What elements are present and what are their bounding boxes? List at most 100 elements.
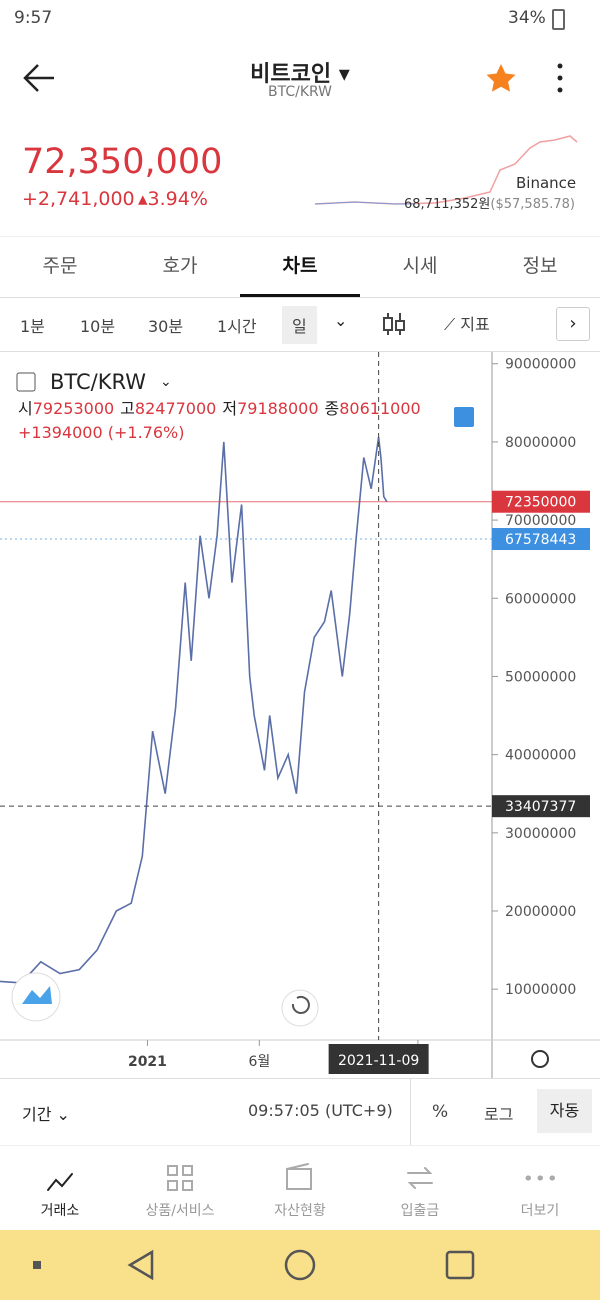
pct-text: 3.94% [147,188,208,210]
nav-glyph [286,1163,312,1190]
ref-krw: 68,711,352원 [404,197,491,212]
nav-glyph [47,1173,73,1191]
battery-icon [552,9,565,30]
nav-icon[interactable] [522,1160,558,1196]
price-chart: 10000000 20000000 30000000 40000000 50000000… [0,352,600,1078]
interval-option[interactable]: 일 [282,306,317,344]
ohlc-legend: 시79253000 고82477000 저79188000 종80611000 [18,399,421,418]
current-price: 72,350,000 [22,142,223,182]
indicator-text: 지표 [460,315,490,334]
price-change-pct: ▴3.94% [138,188,208,210]
price-label-bg [492,528,590,551]
more-menu[interactable] [550,62,570,94]
y-tick-label: 30000000 [505,826,576,842]
reference-price: 68,711,352원($57,585.78) [404,193,575,212]
tab-bar: 주문 호가 차트 시세 정보 [0,236,600,298]
back-button[interactable] [22,62,58,94]
system-nav [0,1230,600,1300]
nav-icon[interactable] [282,1160,318,1196]
x-tick-label: 2021 [128,1054,167,1070]
candle-type-icon[interactable] [380,309,408,339]
ohlc-value: 79253000 [33,399,114,418]
replay-icon[interactable] [454,407,474,427]
crosshair-y-bg [492,795,590,818]
bottom-nav: 거래소 상품/서비스 자산현황 입출금 더보기 [0,1145,600,1231]
y-tick-label: 80000000 [505,435,576,451]
interval-option[interactable]: 10분 [80,317,116,336]
price-label: 67578443 [505,532,576,548]
chart-bottom-bar: 기간 ⌄ 09:57:05 (UTC+9) % 로그 자동 [0,1078,600,1145]
tab[interactable]: 시세 [402,255,438,277]
reset-button[interactable] [281,989,319,1027]
interval-dropdown[interactable]: ⌄ [334,311,348,330]
divider [410,1079,411,1145]
ohlc-label: 시 [18,399,33,418]
nav-label[interactable]: 상품/서비스 [145,1203,215,1219]
nav-glyph [167,1165,193,1191]
settings-button[interactable] [531,1050,549,1068]
crosshair-x-label: 2021-11-09 [338,1053,419,1069]
favorite-star[interactable] [484,62,518,94]
reset-icon [291,995,310,1014]
logo-mark [22,986,52,1004]
ohlc-value: 80611000 [339,399,420,418]
add-symbol-icon[interactable] [16,372,36,392]
indicator-button[interactable]: ⟋ 지표 [444,315,490,334]
nav-icon[interactable] [402,1160,438,1196]
system-nav-icons [33,1249,475,1281]
tab[interactable]: 주문 [42,255,78,277]
nav-label[interactable]: 입출금 [400,1203,440,1219]
exchange-name: Binance [516,174,577,192]
log-toggle[interactable]: 로그 [484,1105,514,1124]
interval-bar: 1분 10분 30분 1시간 일 ⌄ ⟋ 지표 › [0,297,600,352]
price-label-bg [492,490,590,513]
tab[interactable]: 호가 [162,255,198,277]
interval-option[interactable]: 30분 [148,317,184,336]
ohlc-value: 82477000 [135,399,216,418]
y-tick-label: 40000000 [505,748,576,764]
nav-label[interactable]: 거래소 [40,1203,80,1219]
ohlc-value: 79188000 [237,399,318,418]
y-tick-label: 20000000 [505,904,576,920]
title-text: 비트코인 [250,62,332,87]
nav-label[interactable]: 더보기 [520,1203,560,1219]
auto-toggle[interactable]: 자동 [537,1089,592,1133]
clock: 09:57:05 (UTC+9) [248,1101,393,1120]
ref-usd: ($57,585.78) [490,197,575,212]
tab[interactable]: 정보 [522,255,558,277]
period-text: 기간 [22,1105,52,1124]
ohlc-label: 저 [222,399,237,418]
symbol-name: BTC/KRW [50,370,146,394]
crosshair-x-bg [328,1044,429,1074]
y-tick-label: 50000000 [505,669,576,685]
nav-icon[interactable] [162,1160,198,1196]
daily-change: +1394000 (+1.76%) [18,423,184,442]
y-tick-label: 10000000 [505,982,576,998]
nav-icon[interactable] [42,1160,78,1196]
percent-toggle[interactable]: % [432,1102,449,1122]
ohlc-label: 고 [120,399,135,418]
symbol-dropdown: ⌄ [160,374,172,390]
price-label: 72350000 [505,495,576,511]
header-title[interactable]: 비트코인 ▾ [250,62,350,87]
nav-label[interactable]: 자산현황 [274,1203,326,1219]
status-time: 9:57 [14,8,53,28]
status-battery: 34% [508,8,546,28]
scroll-right[interactable]: › [556,307,590,341]
crosshair-y-label: 33407377 [505,799,576,815]
nav-glyph [407,1167,433,1189]
sparkline [315,135,578,205]
header-subtitle: BTC/KRW [267,84,332,100]
tab[interactable]: 차트 [240,237,360,297]
price-line [0,436,388,984]
x-tick-label: 6월 [248,1054,270,1070]
price-change: +2,741,000 [22,188,135,210]
y-tick-label: 90000000 [505,357,576,373]
y-tick-label: 60000000 [505,591,576,607]
period-select[interactable]: 기간 ⌄ [22,1105,70,1124]
interval-option[interactable]: 1시간 [217,317,257,336]
y-tick-label: 70000000 [505,513,576,529]
ohlc-label: 종 [325,399,340,418]
interval-option[interactable]: 1분 [20,317,45,336]
